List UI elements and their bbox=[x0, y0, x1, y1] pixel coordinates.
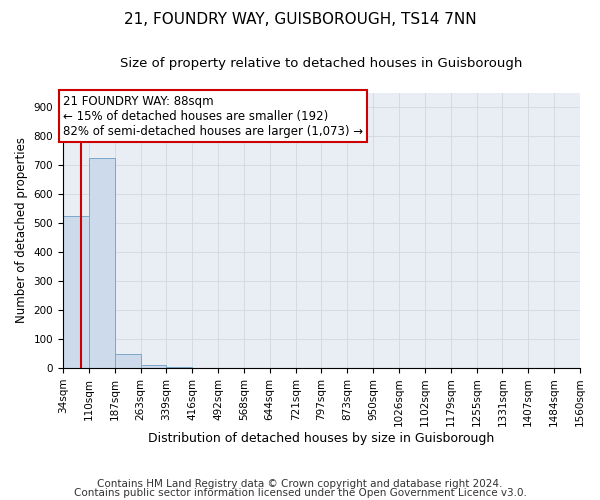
Text: Contains public sector information licensed under the Open Government Licence v3: Contains public sector information licen… bbox=[74, 488, 526, 498]
Y-axis label: Number of detached properties: Number of detached properties bbox=[15, 137, 28, 323]
Bar bbox=[140, 365, 166, 368]
Text: Contains HM Land Registry data © Crown copyright and database right 2024.: Contains HM Land Registry data © Crown c… bbox=[97, 479, 503, 489]
Bar bbox=[115, 354, 140, 368]
Bar bbox=[63, 216, 89, 368]
Bar bbox=[166, 367, 193, 368]
Text: 21 FOUNDRY WAY: 88sqm
← 15% of detached houses are smaller (192)
82% of semi-det: 21 FOUNDRY WAY: 88sqm ← 15% of detached … bbox=[63, 94, 364, 138]
X-axis label: Distribution of detached houses by size in Guisborough: Distribution of detached houses by size … bbox=[148, 432, 494, 445]
Bar bbox=[89, 158, 115, 368]
Title: Size of property relative to detached houses in Guisborough: Size of property relative to detached ho… bbox=[120, 58, 523, 70]
Text: 21, FOUNDRY WAY, GUISBOROUGH, TS14 7NN: 21, FOUNDRY WAY, GUISBOROUGH, TS14 7NN bbox=[124, 12, 476, 28]
